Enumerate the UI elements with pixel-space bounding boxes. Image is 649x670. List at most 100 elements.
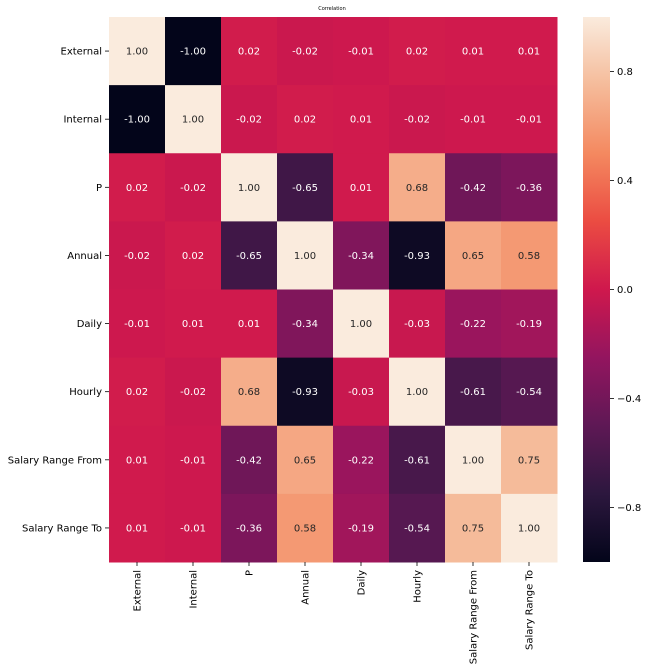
cell-value-label: -0.02 <box>180 183 206 194</box>
heatmap-cell <box>165 153 222 222</box>
cell-value-label: 0.75 <box>462 523 484 534</box>
cell-value-label: 0.58 <box>518 251 540 262</box>
heatmap-cell <box>165 17 222 86</box>
cell-value-label: 0.02 <box>406 47 428 58</box>
heatmap-cell <box>221 17 278 86</box>
colorbar-ticks: −0.8 −0.4 0.0 0.4 0.8 <box>610 67 641 514</box>
heatmap-cell <box>333 425 390 495</box>
cell-value-label: 0.02 <box>182 251 204 262</box>
colorbar-tick-label: 0.4 <box>617 176 633 187</box>
heatmap-cell <box>277 85 334 154</box>
cell-value-label: 1.00 <box>518 523 540 534</box>
heatmap-cell <box>277 493 334 563</box>
cell-value-label: -0.02 <box>180 387 206 398</box>
heatmap-cell <box>445 289 502 359</box>
heatmap-cell <box>221 493 278 563</box>
row-tick-label: Salary Range From <box>8 455 102 466</box>
heatmap-cell <box>389 17 446 86</box>
heatmap-cell <box>501 425 558 495</box>
row-tick-label: Salary Range To <box>22 523 102 534</box>
cell-value-label: -0.54 <box>516 387 542 398</box>
cell-value-label: 0.01 <box>350 183 372 194</box>
cell-value-label: 0.01 <box>182 319 204 330</box>
cell-value-label: -0.01 <box>460 115 486 126</box>
cell-value-label: 0.65 <box>462 251 484 262</box>
heatmap-cell <box>501 289 558 359</box>
heatmap-cell <box>165 85 222 154</box>
heatmap-cell <box>333 17 390 86</box>
heatmap-cell <box>333 153 390 222</box>
heatmap-cell <box>109 221 166 290</box>
heatmap-cell <box>445 357 502 427</box>
heatmap-cell <box>221 221 278 290</box>
heatmap-cells: 1.00 -1.00 0.02 -0.02 -0.01 0.02 0.01 0.01 -1.00… <box>109 17 558 563</box>
heatmap-cell <box>333 493 390 563</box>
heatmap-cell <box>221 85 278 154</box>
cell-value-label: 0.01 <box>126 455 148 466</box>
heatmap-cell <box>333 357 390 427</box>
heatmap-cell <box>221 357 278 427</box>
heatmap-cell <box>221 153 278 222</box>
heatmap-cell <box>389 153 446 222</box>
cell-value-label: -0.02 <box>404 115 430 126</box>
cell-value-label: -0.19 <box>516 319 542 330</box>
heatmap-cell <box>389 85 446 154</box>
heatmap-cell <box>165 289 222 359</box>
column-tick-label: Hourly <box>413 570 424 603</box>
cell-value-label: 1.00 <box>462 455 484 466</box>
cell-value-label: -0.02 <box>124 251 150 262</box>
heatmap-cell <box>165 357 222 427</box>
heatmap-cell <box>109 153 166 222</box>
column-tick-label: Salary Range To <box>525 570 536 650</box>
cell-value-label: -0.03 <box>348 387 374 398</box>
row-tick-labels: External Internal P Annual Daily Hourly Salary… <box>8 47 109 534</box>
cell-value-label: -1.00 <box>180 47 206 58</box>
heatmap-cell <box>445 17 502 86</box>
heatmap-cell <box>501 221 558 290</box>
heatmap-cell <box>333 289 390 359</box>
cell-value-label: 0.01 <box>350 115 372 126</box>
cell-value-label: 1.00 <box>350 319 372 330</box>
cell-value-label: -0.54 <box>404 523 430 534</box>
heatmap-cell <box>109 357 166 427</box>
column-tick-label: Annual <box>301 570 312 605</box>
heatmap-cell <box>109 17 166 86</box>
cell-value-label: -0.61 <box>460 387 486 398</box>
column-tick-label: External <box>133 570 144 612</box>
cell-value-label: 0.02 <box>126 387 148 398</box>
cell-value-label: -0.34 <box>292 319 318 330</box>
row-tick-label: Annual <box>67 251 102 262</box>
heatmap-cell <box>277 289 334 359</box>
heatmap-cell <box>501 357 558 427</box>
heatmap-cell <box>277 425 334 495</box>
cell-value-label: 0.01 <box>238 319 260 330</box>
cell-value-label: -0.93 <box>404 251 430 262</box>
cell-value-label: 1.00 <box>126 47 148 58</box>
colorbar-tick-label: 0.0 <box>617 285 633 296</box>
column-tick-label: P <box>245 570 256 576</box>
cell-value-label: 0.68 <box>406 183 428 194</box>
cell-value-label: 0.02 <box>238 47 260 58</box>
cell-value-label: 0.02 <box>294 115 316 126</box>
heatmap-cell <box>445 425 502 495</box>
row-tick-label: Internal <box>63 115 102 126</box>
cell-value-label: -0.34 <box>348 251 374 262</box>
cell-value-label: -0.01 <box>516 115 542 126</box>
colorbar-tick-label: 0.8 <box>617 67 633 78</box>
cell-value-label: 0.01 <box>462 47 484 58</box>
heatmap-cell <box>277 153 334 222</box>
heatmap-cell <box>165 493 222 563</box>
cell-value-label: -0.02 <box>292 47 318 58</box>
heatmap-cell <box>445 153 502 222</box>
heatmap-cell <box>333 221 390 290</box>
heatmap-cell <box>277 357 334 427</box>
cell-value-label: -0.42 <box>236 455 262 466</box>
heatmap-cell <box>501 17 558 86</box>
row-tick-label: External <box>61 47 103 58</box>
heatmap-cell <box>277 17 334 86</box>
heatmap-cell <box>445 85 502 154</box>
cell-value-label: -0.01 <box>348 47 374 58</box>
colorbar <box>583 17 610 562</box>
cell-value-label: -0.61 <box>404 455 430 466</box>
